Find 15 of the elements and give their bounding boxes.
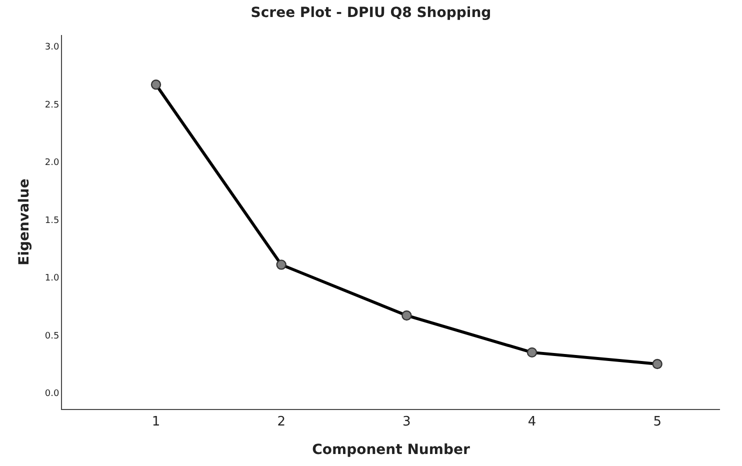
y-tick-label: 1.5 — [44, 216, 60, 226]
y-tick-label: 2.0 — [44, 158, 60, 168]
y-axis-title: Eigenvalue — [16, 178, 32, 266]
x-tick-label: 1 — [152, 414, 160, 430]
x-axis-title: Component Number — [312, 442, 470, 458]
y-tick-label: 3.0 — [44, 42, 60, 53]
y-tick-label: 0.0 — [44, 388, 60, 399]
x-tick-label: 2 — [277, 414, 286, 430]
y-tick-label: 0.5 — [44, 331, 60, 342]
y-tick-label: 1.0 — [44, 274, 60, 284]
chart-title: Scree Plot - DPIU Q8 Shopping — [250, 4, 492, 21]
y-tick-label: 2.5 — [44, 100, 60, 110]
x-tick-label: 3 — [402, 414, 411, 430]
x-tick-label: 5 — [653, 414, 662, 430]
x-tick-label: 4 — [528, 414, 536, 430]
